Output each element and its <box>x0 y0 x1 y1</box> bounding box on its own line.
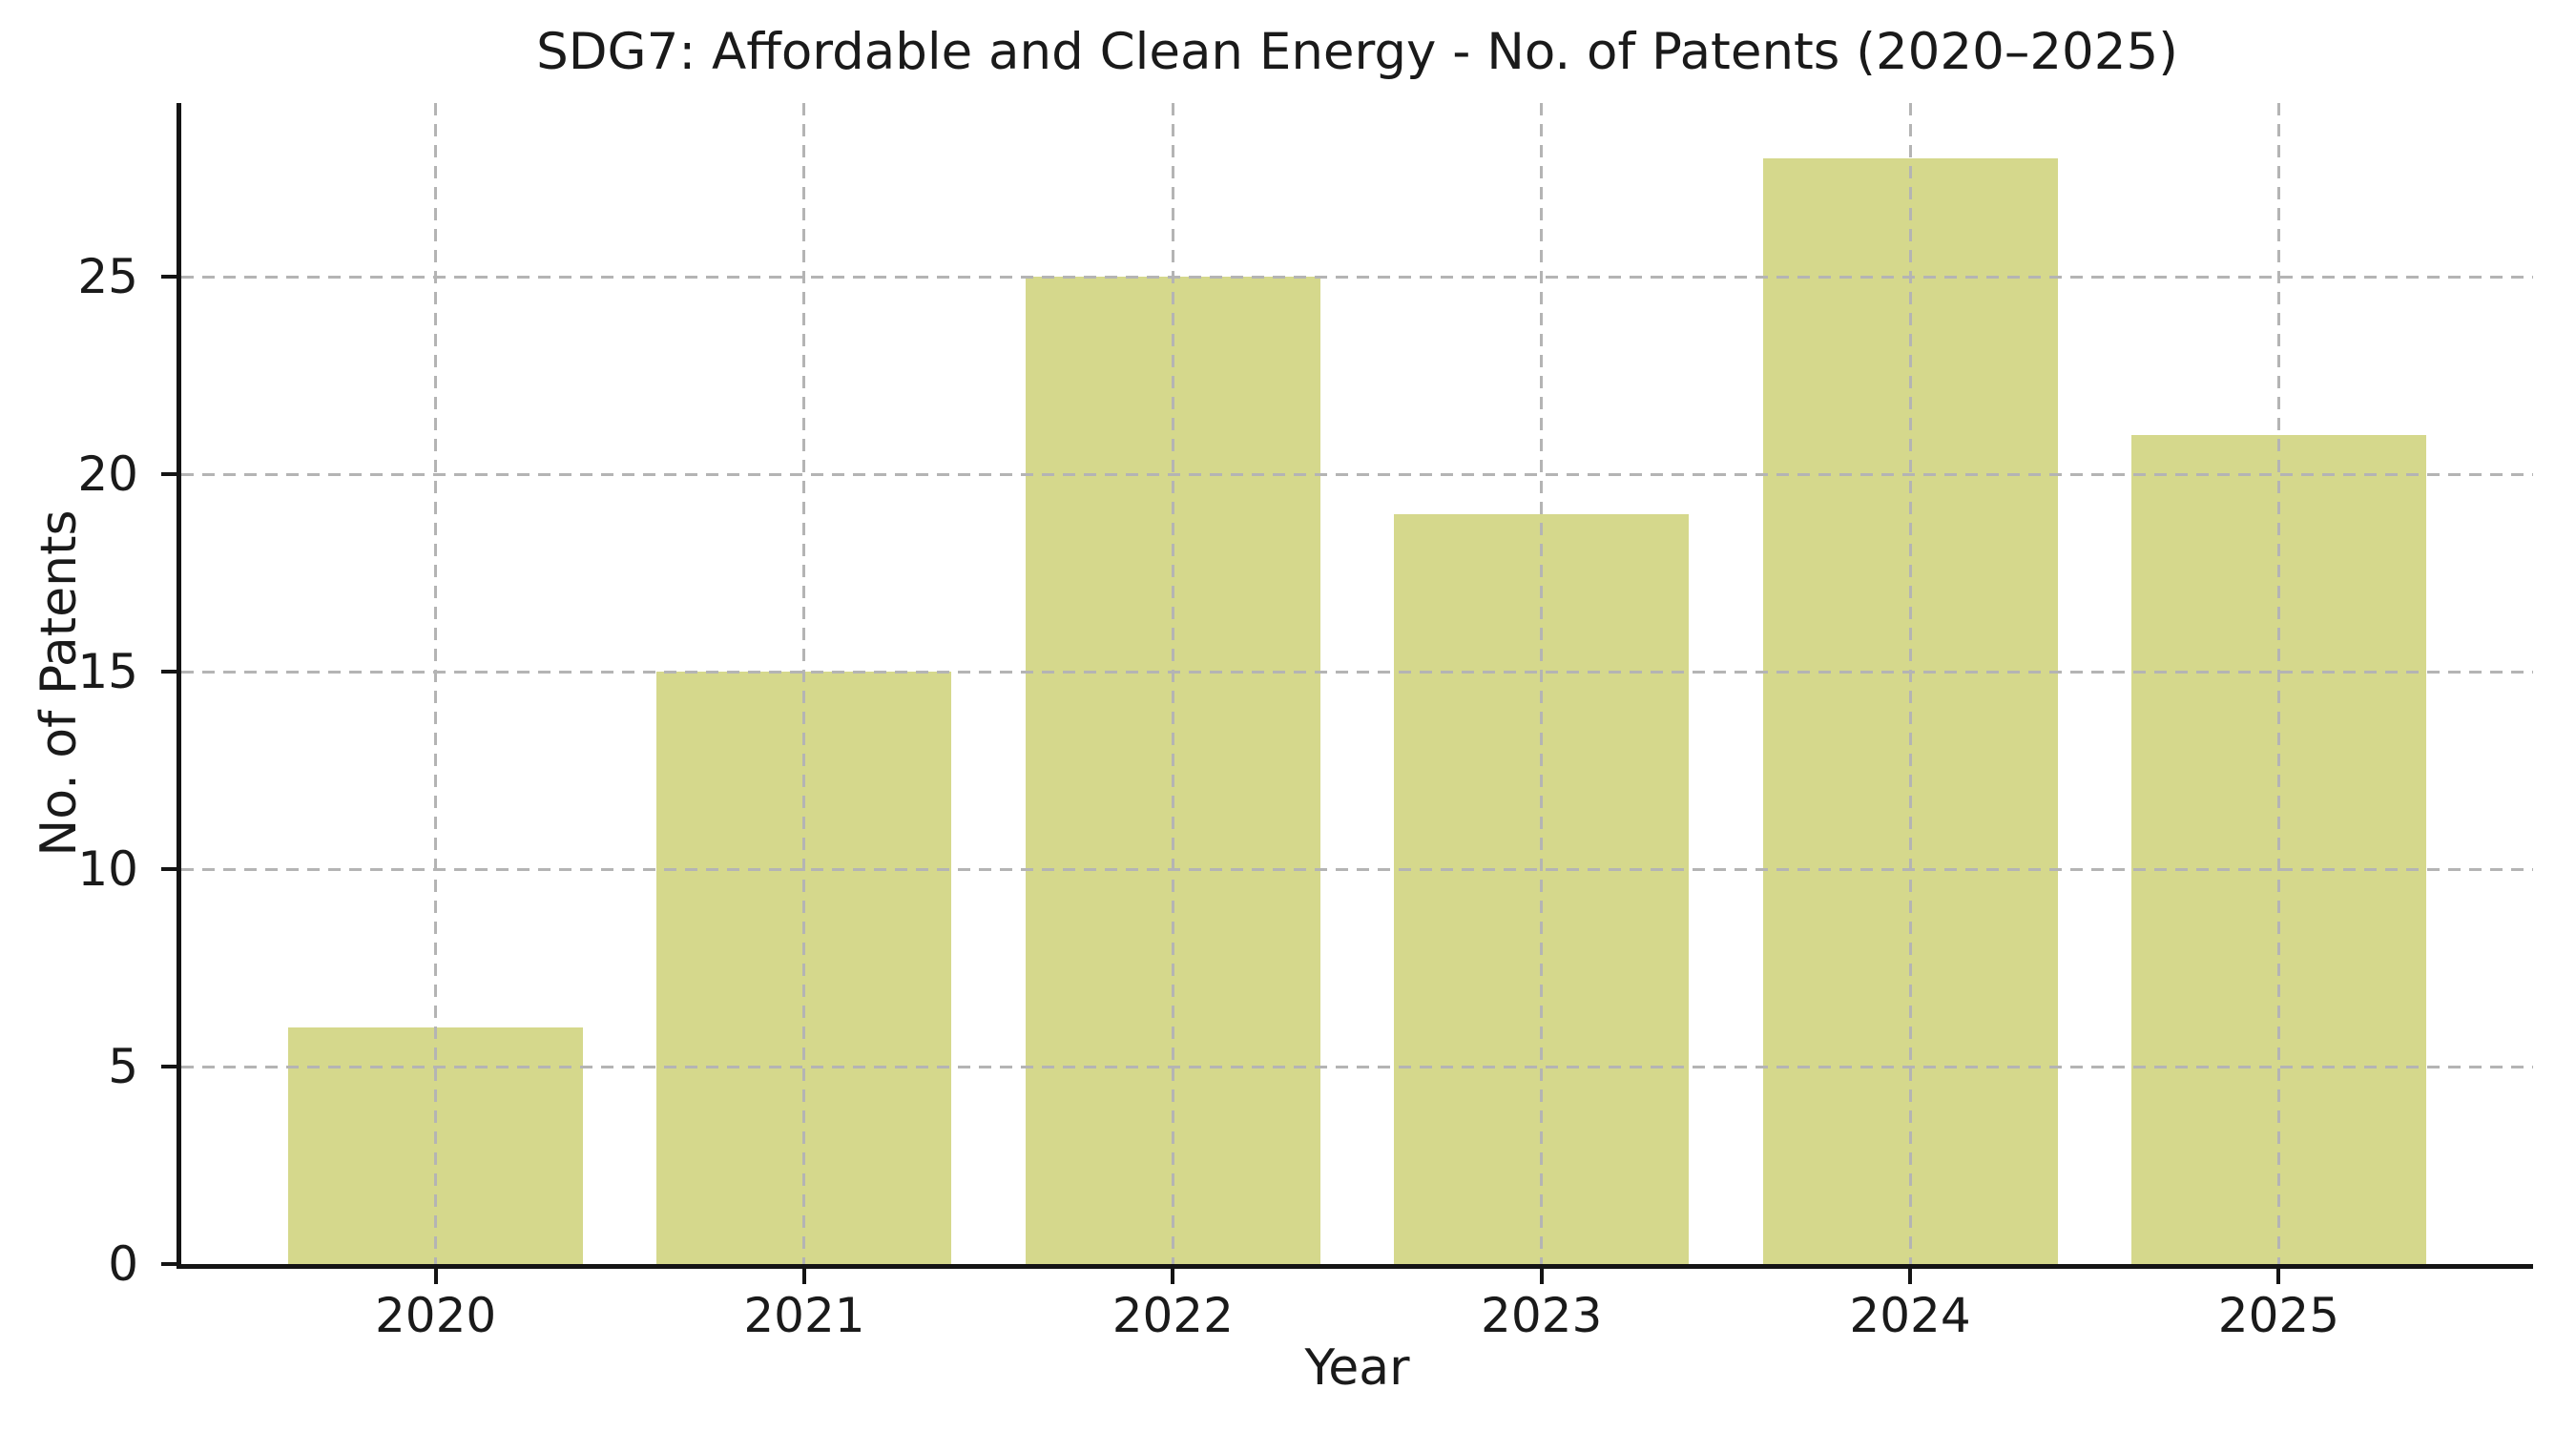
y-tick-label-15: 15 <box>77 644 138 700</box>
x-tick-label-2022: 2022 <box>1111 1288 1234 1343</box>
x-gridline-2022 <box>1171 103 1174 1264</box>
y-gridline-15 <box>181 670 2533 674</box>
x-tick-label-2025: 2025 <box>2217 1288 2340 1343</box>
plot-area: 2020 2021 2022 2023 2024 2025 0 5 10 15 20 25 <box>77 103 2533 1342</box>
x-tick-label-2020: 2020 <box>374 1288 497 1343</box>
x-tick-mark-2025 <box>2276 1269 2281 1284</box>
y-gridline-20 <box>181 472 2533 476</box>
x-gridline-2025 <box>2276 103 2280 1264</box>
y-axis-line <box>177 103 181 1269</box>
x-tick-mark-2024 <box>1908 1269 1913 1284</box>
y-tick-mark-5 <box>161 1065 177 1069</box>
y-gridline-5 <box>181 1065 2533 1068</box>
x-tick-label-2021: 2021 <box>743 1288 865 1343</box>
x-tick-label-2024: 2024 <box>1849 1288 1971 1343</box>
y-tick-mark-15 <box>161 670 177 674</box>
x-tick-mark-2022 <box>1171 1269 1175 1284</box>
x-axis-line <box>177 1264 2533 1269</box>
x-tick-label-2023: 2023 <box>1481 1288 1603 1343</box>
y-tick-mark-20 <box>161 472 177 477</box>
y-tick-mark-0 <box>161 1262 177 1266</box>
y-tick-label-25: 25 <box>77 249 138 305</box>
x-gridline-2024 <box>1908 103 1912 1264</box>
x-tick-mark-2021 <box>801 1269 806 1284</box>
x-tick-mark-2023 <box>1539 1269 1544 1284</box>
y-gridline-10 <box>181 867 2533 871</box>
x-gridline-2020 <box>434 103 438 1264</box>
y-tick-mark-10 <box>161 867 177 872</box>
chart-title: SDG7: Affordable and Clean Energy - No. … <box>536 23 2178 81</box>
y-tick-label-5: 5 <box>108 1039 138 1095</box>
y-tick-label-20: 20 <box>77 446 138 503</box>
x-gridline-2023 <box>1540 103 1544 1264</box>
x-tick-mark-2020 <box>433 1269 438 1284</box>
y-tick-label-0: 0 <box>108 1236 138 1292</box>
x-axis-label: Year <box>1304 1339 1410 1397</box>
y-tick-mark-25 <box>161 275 177 280</box>
y-tick-label-10: 10 <box>77 841 138 898</box>
y-gridline-25 <box>181 275 2533 279</box>
x-gridline-2021 <box>802 103 806 1264</box>
